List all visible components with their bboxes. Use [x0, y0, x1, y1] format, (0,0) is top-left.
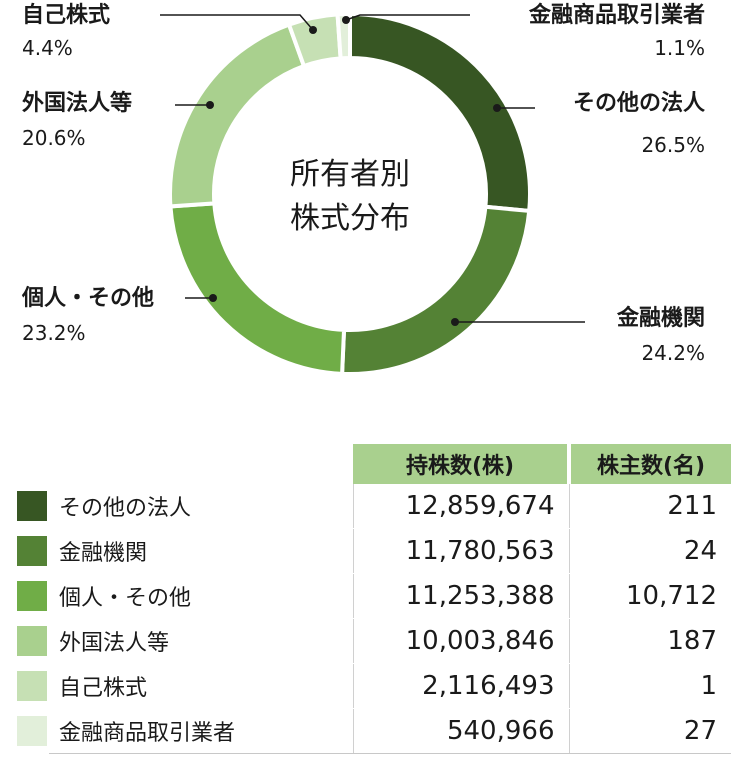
slice-percent-label: 1.1%	[654, 36, 705, 60]
legend-swatch	[17, 671, 47, 701]
donut-slice	[168, 22, 307, 209]
table-row: 自己株式 2,116,493 1	[17, 663, 731, 709]
row-name: 金融商品取引業者	[49, 708, 353, 754]
leader-dot	[451, 318, 459, 326]
legend-swatch	[17, 491, 47, 522]
row-shares: 12,859,674	[352, 484, 569, 529]
shareholding-table: 持株数(株) 株主数(名) その他の法人 12,859,674 211 金融機関…	[17, 444, 731, 754]
leader-line	[345, 14, 470, 21]
table-row: 金融商品取引業者 540,966 27	[17, 708, 731, 754]
table-row: 外国法人等 10,003,846 187	[17, 618, 731, 664]
slice-label: 個人・その他	[21, 286, 154, 311]
row-holders: 24	[568, 528, 731, 574]
slice-percent-label: 26.5%	[641, 133, 705, 157]
center-label: 所有者別	[290, 157, 410, 192]
slice-label: 外国法人等	[22, 90, 132, 116]
row-name: 個人・その他	[49, 573, 353, 619]
table-row: その他の法人 12,859,674 211	[17, 484, 731, 529]
header-holders: 株主数(名)	[567, 444, 731, 484]
legend-swatch	[17, 581, 47, 611]
legend-swatch	[17, 626, 47, 656]
slice-percent-label: 20.6%	[22, 126, 86, 150]
row-shares: 10,003,846	[352, 618, 569, 664]
donut-slice	[335, 11, 352, 61]
leader-dot	[309, 26, 317, 34]
leader-dot	[209, 294, 217, 302]
row-name: 外国法人等	[49, 618, 353, 664]
table-corner	[17, 444, 353, 484]
row-holders: 211	[568, 484, 731, 529]
legend-swatch	[17, 536, 47, 566]
row-name: その他の法人	[49, 484, 353, 529]
row-name: 金融機関	[49, 528, 353, 574]
slice-percent-label: 24.2%	[641, 341, 705, 365]
row-shares: 540,966	[352, 708, 569, 754]
leader-line	[160, 14, 314, 31]
row-shares: 2,116,493	[352, 663, 569, 709]
row-holders: 187	[568, 618, 731, 664]
row-holders: 27	[568, 708, 731, 754]
slice-label: 自己株式	[22, 2, 110, 28]
leader-dot	[493, 104, 501, 112]
slice-label: 金融商品取引業者	[528, 2, 705, 28]
slice-percent-label: 4.4%	[22, 36, 73, 60]
header-shares: 持株数(株)	[353, 444, 569, 484]
row-shares: 11,253,388	[352, 573, 569, 619]
center-label: 株式分布	[290, 201, 410, 236]
table-row: 個人・その他 11,253,388 10,712	[17, 573, 731, 619]
slice-percent-label: 23.2%	[22, 321, 86, 345]
slice-label: 金融機関	[616, 305, 705, 331]
row-holders: 10,712	[568, 573, 731, 619]
leader-dot	[342, 16, 350, 24]
legend-swatch	[17, 716, 47, 746]
row-shares: 11,780,563	[352, 528, 569, 574]
slice-label: その他の法人	[573, 91, 705, 116]
row-holders: 1	[568, 663, 731, 709]
row-name: 自己株式	[49, 663, 353, 709]
leader-dot	[206, 101, 214, 109]
table-row: 金融機関 11,780,563 24	[17, 528, 731, 574]
